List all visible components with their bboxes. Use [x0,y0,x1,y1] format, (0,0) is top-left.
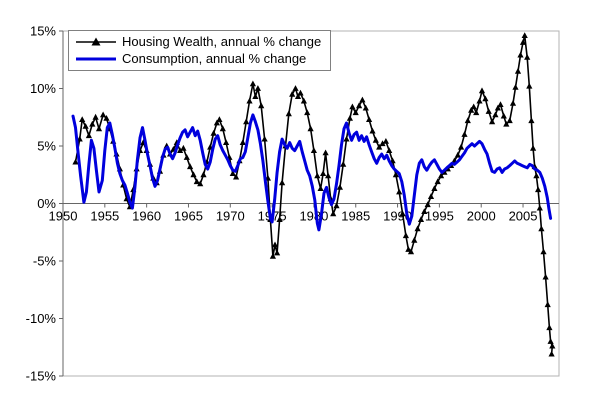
x-axis-tick-label: 1955 [90,209,119,224]
x-axis-tick-label: 1960 [132,209,161,224]
x-axis-tick-label: 2005 [509,209,538,224]
x-axis-tick-label: 1950 [49,209,78,224]
y-axis-tick-label: -10% [26,311,57,326]
x-axis-tick-label: 2000 [467,209,496,224]
y-axis-tick-label: 0% [37,196,56,211]
y-axis-tick-label: -5% [33,254,57,269]
series-consumption-line [71,113,553,232]
x-axis-tick-label: 1995 [425,209,454,224]
y-axis-tick-label: 15% [30,24,56,39]
legend-label-housing-wealth: Housing Wealth, annual % change [122,34,322,49]
x-axis-tick-label: 1990 [383,209,412,224]
x-axis-tick-label: 1985 [341,209,370,224]
y-axis-tick-label: 5% [37,139,56,154]
consumption-line-icon [76,57,116,60]
legend-item-consumption: Consumption, annual % change [75,51,321,66]
legend-label-consumption: Consumption, annual % change [122,51,307,66]
housing-wealth-line-marker-icon [76,37,116,45]
legend-item-housing-wealth: Housing Wealth, annual % change [75,34,321,49]
x-axis-tick-label: 1980 [299,209,328,224]
legend: Housing Wealth, annual % change Consumpt… [68,30,332,71]
x-axis-tick-label: 1965 [174,209,203,224]
y-axis-tick-label: 10% [30,81,56,96]
x-axis-tick-label: 1970 [216,209,245,224]
y-axis-tick-label: -15% [26,369,57,384]
